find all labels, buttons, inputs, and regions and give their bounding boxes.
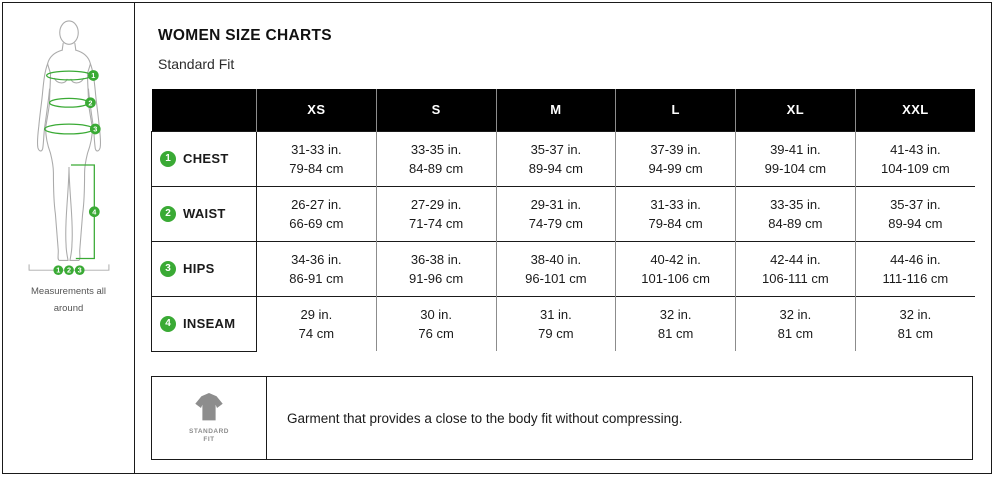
size-cell: 26-27 in. 66-69 cm: [256, 185, 377, 241]
size-cell: 44-46 in. 111-116 cm: [854, 240, 975, 296]
waist-marker: 2: [88, 98, 92, 107]
size-cell: 33-35 in. 84-89 cm: [735, 185, 856, 241]
bracket-marker-1: 1: [56, 266, 60, 275]
size-cell: 32 in. 81 cm: [735, 295, 856, 351]
inseam-number-badge: 4: [160, 315, 176, 332]
table-row-chest: 1 CHEST 31-33 in. 79-84 cm 33-35 in. 84-89…: [151, 130, 975, 187]
size-table-corner-cell: [151, 89, 257, 131]
row-label-text: INSEAM: [183, 316, 236, 331]
size-cell: 29-31 in. 74-79 cm: [495, 185, 616, 241]
size-cell: 27-29 in. 71-74 cm: [375, 185, 496, 241]
size-cell: 29 in. 74 cm: [256, 295, 377, 351]
row-label-inseam: 4 INSEAM: [151, 295, 257, 352]
size-cell: 30 in. 76 cm: [375, 295, 496, 351]
size-cell: 41-43 in. 104-109 cm: [854, 130, 975, 186]
size-cell: 35-37 in. 89-94 cm: [495, 130, 616, 186]
row-label-hips: 3 HIPS: [151, 240, 257, 297]
chest-marker: 1: [91, 71, 95, 80]
size-column-header-m: M: [495, 89, 616, 131]
size-column-header-xxl: XXL: [854, 89, 975, 131]
fit-note-box: STANDARD FIT Garment that provides a clo…: [151, 376, 973, 460]
size-cell: 32 in. 81 cm: [854, 295, 975, 351]
size-cell: 36-38 in. 91-96 cm: [375, 240, 496, 296]
size-cell: 40-42 in. 101-106 cm: [615, 240, 736, 296]
size-column-header-l: L: [615, 89, 736, 131]
table-row-hips: 3 HIPS 34-36 in. 86-91 cm 36-38 in. 91-96 …: [151, 240, 975, 297]
size-cell: 38-40 in. 96-101 cm: [495, 240, 616, 296]
measurement-figure-panel: 1 2 3 4 1 2 3 Measurements all around: [3, 3, 135, 473]
figure-caption-line1: Measurements all: [31, 286, 106, 297]
fit-icon-cell: STANDARD FIT: [152, 377, 267, 459]
fit-subtitle: Standard Fit: [158, 56, 235, 72]
size-column-header-xl: XL: [735, 89, 856, 131]
size-cell: 39-41 in. 99-104 cm: [735, 130, 856, 186]
row-label-text: WAIST: [183, 206, 226, 221]
figure-caption-line2: around: [53, 303, 84, 314]
row-label-waist: 2 WAIST: [151, 185, 257, 242]
size-table: XS S M L XL XXL 1 CHEST 31-33 in: [151, 89, 975, 352]
standard-fit-tshirt-icon: [195, 392, 223, 421]
size-cell: 37-39 in. 94-99 cm: [615, 130, 736, 186]
size-cell: 34-36 in. 86-91 cm: [256, 240, 377, 296]
size-table-header-row: XS S M L XL XXL: [151, 89, 975, 131]
size-cell: 31-33 in. 79-84 cm: [615, 185, 736, 241]
size-cell: 31 in. 79 cm: [495, 295, 616, 351]
size-cell: 35-37 in. 89-94 cm: [854, 185, 975, 241]
size-column-header-xs: XS: [256, 89, 377, 131]
size-cell: 42-44 in. 106-111 cm: [735, 240, 856, 296]
fit-description: Garment that provides a close to the bod…: [287, 410, 683, 426]
inseam-marker: 4: [92, 207, 97, 216]
table-row-waist: 2 WAIST 26-27 in. 66-69 cm 27-29 in. 71-74…: [151, 185, 975, 242]
hips-number-badge: 3: [160, 260, 176, 277]
fit-icon-label: STANDARD FIT: [189, 428, 229, 443]
bracket-marker-3: 3: [77, 266, 81, 275]
waist-number-badge: 2: [160, 205, 176, 222]
row-label-chest: 1 CHEST: [151, 130, 257, 187]
row-label-text: CHEST: [183, 151, 229, 166]
body-measurement-figure-icon: 1 2 3 4 1 2 3: [28, 20, 109, 276]
size-cell: 33-35 in. 84-89 cm: [375, 130, 496, 186]
size-cell: 32 in. 81 cm: [615, 295, 736, 351]
figure-marker-badges: 1 2 3 4 1 2 3: [52, 70, 101, 276]
bracket-marker-2: 2: [66, 266, 70, 275]
page-title: WOMEN SIZE CHARTS: [158, 27, 332, 44]
size-column-header-s: S: [375, 89, 496, 131]
figure-caption: Measurements all around: [31, 283, 106, 317]
row-label-text: HIPS: [183, 261, 215, 276]
table-row-inseam: 4 INSEAM 29 in. 74 cm 30 in. 76 cm 31 in. 7…: [151, 295, 975, 352]
hips-marker: 3: [93, 125, 97, 134]
size-chart-content: WOMEN SIZE CHARTS Standard Fit XS S M L …: [136, 3, 991, 473]
chest-number-badge: 1: [160, 150, 176, 167]
size-cell: 31-33 in. 79-84 cm: [256, 130, 377, 186]
